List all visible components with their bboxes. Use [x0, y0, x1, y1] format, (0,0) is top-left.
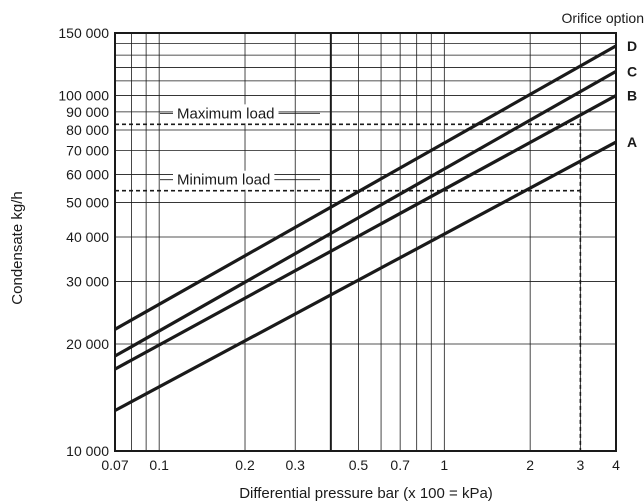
y-tick-label: 150 000 [58, 25, 109, 41]
y-tick-label: 70 000 [66, 143, 109, 159]
y-tick-label: 20 000 [66, 336, 109, 352]
y-tick-label: 80 000 [66, 122, 109, 138]
y-tick-label: 100 000 [58, 88, 109, 104]
x-tick-label: 0.07 [101, 457, 128, 473]
grid-layer [114, 32, 617, 452]
tick-labels-layer: 10 000 20 000 30 000 40 000 50 000 60 000 70 0… [58, 25, 620, 473]
y-tick-label: 90 000 [66, 104, 109, 120]
y-tick-label: 50 000 [66, 195, 109, 211]
series-label-d: D [627, 38, 637, 54]
minimum-load-label-bg [173, 170, 275, 190]
orifice-option-title: Orifice option [562, 10, 644, 26]
x-axis-title: Differential pressure bar (x 100 = kPa) [239, 485, 493, 502]
x-tick-label: 0.7 [390, 457, 410, 473]
y-axis-title: Condensate kg/h [9, 191, 26, 304]
maximum-load-label-bg [173, 104, 279, 124]
series-label-c: C [627, 63, 637, 79]
plot-frame [114, 32, 617, 452]
y-tick-label: 60 000 [66, 166, 109, 182]
series-label-b: B [627, 88, 637, 104]
y-tick-label: 40 000 [66, 229, 109, 245]
series-line-d [114, 44, 617, 331]
reference-lines-layer: Maximum load Minimum load [115, 104, 582, 451]
series-line-a [114, 140, 617, 412]
y-tick-label: 10 000 [66, 443, 109, 459]
x-tick-label: 0.1 [149, 457, 169, 473]
x-tick-label: 3 [576, 457, 584, 473]
series-label-a: A [627, 134, 637, 150]
x-tick-label: 0.2 [235, 457, 255, 473]
x-tick-label: 0.5 [349, 457, 369, 473]
series-layer: A BCD [114, 38, 637, 412]
x-tick-label: 2 [526, 457, 534, 473]
x-tick-label: 0.3 [285, 457, 305, 473]
series-line-b [114, 94, 617, 371]
y-tick-label: 30 000 [66, 273, 109, 289]
x-tick-label: 4 [612, 457, 620, 473]
minimum-load-label: Minimum load [177, 172, 270, 189]
x-tick-label: 1 [440, 457, 448, 473]
series-line-c [114, 69, 617, 358]
maximum-load-label: Maximum load [177, 105, 275, 122]
